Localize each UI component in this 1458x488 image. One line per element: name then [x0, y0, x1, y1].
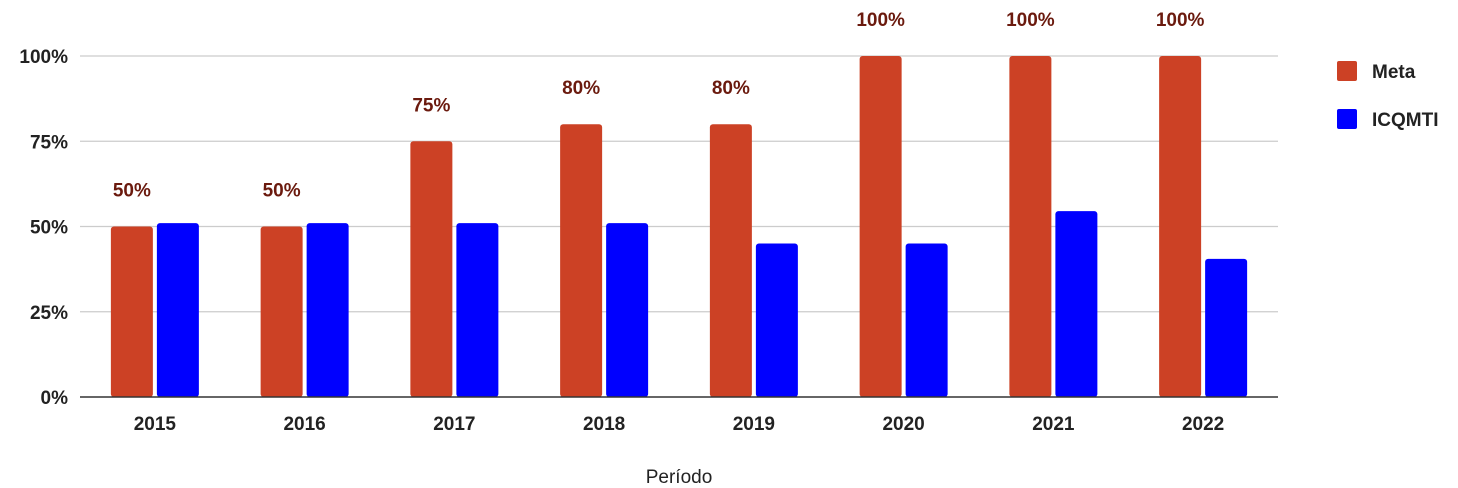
- bar-icqmti: [606, 223, 649, 397]
- legend-label: ICQMTI: [1372, 110, 1439, 131]
- bar-icqmti: [1205, 258, 1248, 397]
- x-tick-label: 2018: [583, 414, 625, 435]
- x-tick-label: 2016: [283, 414, 325, 435]
- data-label-meta: 50%: [113, 181, 151, 202]
- data-label-meta: 50%: [263, 181, 301, 202]
- bars: [110, 56, 1248, 397]
- x-tick-label: 2015: [134, 414, 177, 435]
- data-labels: 50% 50% 75% 80% 80% 100% 100% 100%: [113, 10, 1205, 202]
- bar-meta: [1009, 56, 1052, 397]
- bar-meta: [709, 124, 752, 397]
- data-label-meta: 75%: [412, 95, 450, 116]
- y-tick-label: 75%: [30, 132, 68, 153]
- legend-swatch: [1337, 109, 1357, 129]
- data-label-meta: 100%: [856, 10, 905, 31]
- bar-meta: [260, 226, 303, 397]
- x-tick-label: 2020: [882, 414, 924, 435]
- data-label-meta: 80%: [712, 78, 750, 99]
- bar-icqmti: [156, 223, 199, 397]
- bar-meta: [560, 124, 603, 397]
- gridlines: [80, 55, 1278, 313]
- legend-swatch: [1337, 61, 1357, 81]
- data-label-meta: 100%: [1006, 10, 1055, 31]
- bar-icqmti: [905, 243, 948, 397]
- x-tick-label: 2021: [1032, 414, 1075, 435]
- data-label-meta: 100%: [1156, 10, 1205, 31]
- y-tick-label: 50%: [30, 218, 68, 239]
- y-tick-label: 0%: [41, 388, 69, 409]
- bar-icqmti: [755, 243, 798, 397]
- y-axis-ticks: 0% 25% 50% 75% 100%: [19, 47, 68, 409]
- y-tick-label: 100%: [19, 47, 68, 68]
- data-label-meta: 80%: [562, 78, 600, 99]
- bar-icqmti: [306, 223, 349, 397]
- bar-meta: [1159, 56, 1202, 397]
- x-axis-ticks: 2015 2016 2017 2018 2019 2020 2021 2022: [134, 414, 1225, 435]
- legend-label: Meta: [1372, 62, 1416, 83]
- bar-icqmti: [456, 223, 499, 397]
- x-tick-label: 2019: [733, 414, 775, 435]
- legend: Meta ICQMTI: [1337, 61, 1439, 131]
- x-tick-label: 2017: [433, 414, 475, 435]
- bar-meta: [410, 141, 453, 397]
- bar-meta: [110, 226, 153, 397]
- x-axis-title: Período: [646, 467, 713, 488]
- x-tick-label: 2022: [1182, 414, 1224, 435]
- bar-meta: [859, 56, 902, 397]
- bar-icqmti: [1055, 211, 1098, 397]
- y-tick-label: 25%: [30, 303, 68, 324]
